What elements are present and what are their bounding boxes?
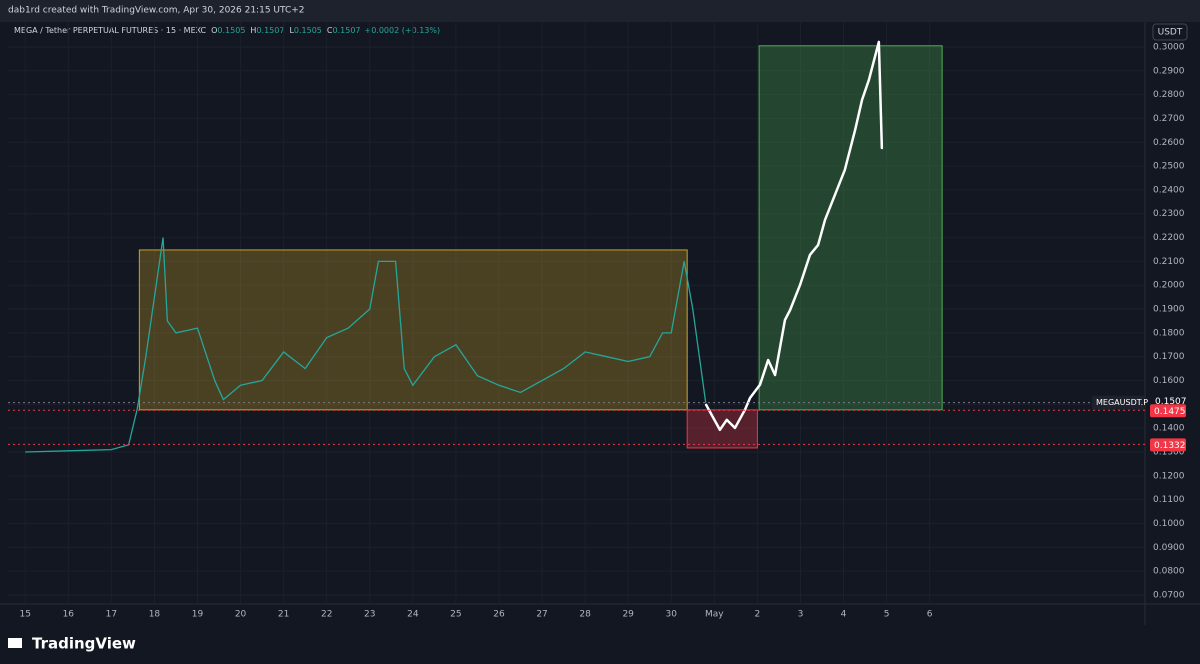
- zone: [138, 249, 688, 411]
- y-tick-label: 0.1600: [1153, 376, 1185, 386]
- y-tick-label: 0.2100: [1153, 257, 1185, 267]
- header-text: 0.1505: [294, 26, 322, 35]
- y-tick-label: 0.1300: [1153, 447, 1185, 457]
- y-tick-label: 0.2300: [1153, 209, 1185, 219]
- brand: TradingView: [8, 635, 136, 653]
- header-text: MEGA / Tether PERPETUAL FUTURES · 15 · M…: [14, 26, 207, 35]
- zone: [758, 45, 943, 411]
- x-tick-label: 30: [666, 610, 678, 620]
- x-tick-label: 25: [450, 610, 461, 620]
- x-tick-label: 2: [755, 610, 761, 620]
- x-tick-label: 16: [63, 610, 75, 620]
- author-line: dab1rd created with TradingView.com, Apr…: [8, 6, 305, 16]
- price-tag-label: 0.1475: [1154, 407, 1186, 417]
- price-tag: [1150, 438, 1186, 452]
- header-text: L: [289, 26, 294, 35]
- logo: [8, 638, 22, 648]
- x-tick-label: 27: [536, 610, 547, 620]
- symbol-tag-label: MEGAUSDT.P: [1096, 398, 1148, 407]
- x-tick-label: 6: [927, 610, 933, 620]
- y-tick-label: 0.1400: [1153, 424, 1185, 434]
- x-tick-label: 3: [798, 610, 804, 620]
- x-tick-label: 5: [884, 610, 890, 620]
- x-tick-label: 18: [149, 610, 161, 620]
- y-tick-label: 0.1000: [1153, 519, 1185, 529]
- x-tick-label: 20: [235, 610, 247, 620]
- y-tick-label: 0.2000: [1153, 281, 1185, 291]
- y-tick-label: 0.2700: [1153, 114, 1185, 124]
- x-tick-label: May: [705, 610, 724, 620]
- y-tick-label: 0.2900: [1153, 66, 1185, 76]
- header-text: O: [211, 26, 217, 35]
- x-tick-label: 22: [321, 610, 332, 620]
- x-tick-label: 24: [407, 610, 419, 620]
- header-text: +0.0002 (+0.13%): [365, 26, 441, 35]
- price-tag-label: 0.1507: [1155, 397, 1187, 407]
- y-tick-label: 0.1700: [1153, 352, 1185, 362]
- header-text: 0.1507: [333, 26, 361, 35]
- x-tick-label: 26: [493, 610, 505, 620]
- brand-name: TradingView: [32, 635, 136, 653]
- y-tick-label: 0.1200: [1153, 471, 1185, 481]
- y-tick-label: 0.0800: [1153, 567, 1185, 577]
- projection-drawing: [704, 40, 884, 432]
- y-tick-label: 0.2600: [1153, 138, 1185, 148]
- unit-label: USDT: [1158, 28, 1183, 38]
- price-tag-label: 0.1332: [1154, 441, 1186, 451]
- y-tick-label: 0.1900: [1153, 305, 1185, 315]
- y-tick-label: 0.2200: [1153, 233, 1185, 243]
- y-tick-label: 0.2800: [1153, 90, 1185, 100]
- x-tick-label: 29: [622, 610, 634, 620]
- header-text: C: [327, 26, 333, 35]
- unit-box: [1152, 23, 1188, 41]
- y-tick-label: 0.0700: [1153, 590, 1185, 600]
- x-tick-label: 17: [106, 610, 117, 620]
- x-tick-label: 21: [278, 610, 289, 620]
- header-text: 0.1507: [256, 26, 284, 35]
- header-text: 0.1505: [217, 26, 245, 35]
- symbol-title: MEGA / Tether PERPETUAL FUTURES · 15 · M…: [14, 26, 440, 35]
- y-tick-label: 0.1800: [1153, 328, 1185, 338]
- price-line: [25, 237, 707, 453]
- y-tick-label: 0.1100: [1153, 495, 1185, 505]
- price-tag: [1150, 404, 1186, 418]
- y-tick-label: 0.2400: [1153, 185, 1185, 195]
- x-tick-label: 23: [364, 610, 375, 620]
- y-tick-label: 0.2500: [1153, 162, 1185, 172]
- y-tick-label: 0.0900: [1153, 543, 1185, 553]
- y-tick-label: 0.3000: [1153, 42, 1185, 52]
- x-tick-label: 15: [20, 610, 31, 620]
- x-tick-label: 28: [579, 610, 591, 620]
- header-text: H: [250, 26, 256, 35]
- zone: [686, 409, 758, 449]
- x-tick-label: 4: [841, 610, 847, 620]
- header-bar: [0, 0, 1200, 22]
- x-tick-label: 19: [192, 610, 204, 620]
- symbol-tag: [1092, 395, 1144, 410]
